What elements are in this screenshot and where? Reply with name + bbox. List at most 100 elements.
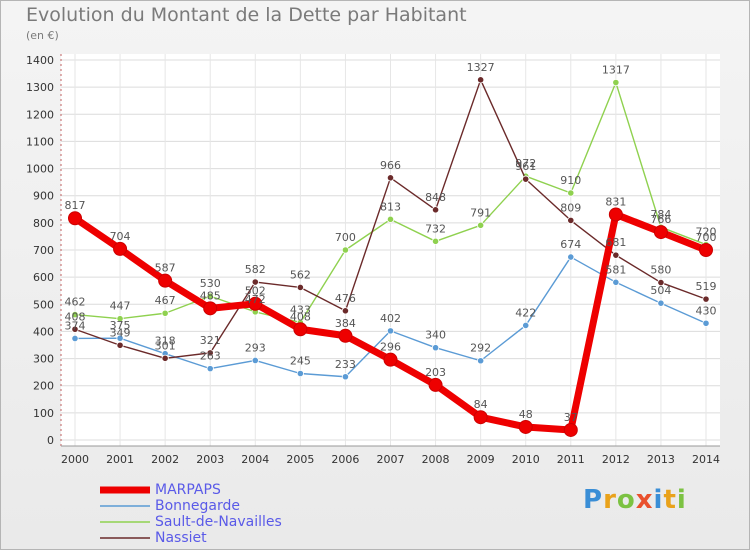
- y-tick-label: 800: [33, 217, 54, 230]
- data-label: 587: [155, 262, 176, 275]
- x-tick-label: 2000: [61, 453, 89, 466]
- data-point: [428, 377, 443, 392]
- data-label: 467: [155, 294, 176, 307]
- data-point: [161, 309, 169, 317]
- data-label: 433: [290, 303, 311, 316]
- y-tick-label: 1200: [26, 108, 54, 121]
- data-label: 462: [65, 296, 86, 309]
- data-point: [431, 206, 440, 214]
- data-label: 817: [65, 199, 86, 212]
- data-label: 766: [650, 213, 671, 226]
- x-tick-label: 2010: [512, 453, 540, 466]
- x-tick-label: 2011: [557, 453, 585, 466]
- data-point: [477, 76, 485, 84]
- data-point: [71, 334, 79, 343]
- y-tick-label: 600: [33, 271, 54, 284]
- x-tick-label: 2007: [377, 453, 405, 466]
- legend-label: Bonnegarde: [155, 498, 240, 514]
- data-point: [608, 207, 623, 222]
- data-label: 580: [650, 264, 671, 277]
- x-tick-label: 2013: [647, 453, 675, 466]
- data-label: 831: [605, 195, 626, 208]
- data-label: 472: [245, 293, 266, 306]
- data-point: [161, 354, 169, 362]
- data-label: 700: [696, 231, 717, 244]
- data-point: [612, 278, 620, 286]
- data-point: [702, 295, 710, 303]
- data-point: [341, 307, 350, 315]
- proxiti-logo: Proxiti: [583, 485, 687, 515]
- legend-label: Nassiet: [155, 530, 207, 546]
- data-label: 681: [605, 236, 626, 249]
- y-tick-label: 200: [33, 380, 54, 393]
- data-label: 301: [155, 339, 176, 352]
- legend-label: MARPAPS: [155, 482, 221, 498]
- y-tick-label: 1000: [26, 163, 54, 176]
- data-label: 704: [110, 230, 131, 243]
- data-label: 293: [245, 341, 266, 354]
- data-point: [477, 221, 485, 229]
- data-label: 1317: [602, 64, 630, 77]
- y-tick-label: 1100: [26, 135, 54, 148]
- data-label: 519: [696, 280, 717, 293]
- x-tick-label: 2006: [331, 453, 359, 466]
- x-tick-label: 2001: [106, 453, 134, 466]
- x-tick-label: 2009: [467, 453, 495, 466]
- chart-title: Evolution du Montant de la Dette par Hab…: [26, 4, 467, 26]
- data-label: 562: [290, 268, 311, 281]
- data-label: 530: [200, 277, 221, 290]
- data-point: [116, 341, 124, 349]
- data-point: [522, 175, 530, 183]
- data-point: [386, 327, 395, 335]
- data-label: 48: [519, 408, 533, 421]
- data-point: [567, 189, 575, 197]
- data-label: 700: [335, 231, 356, 244]
- data-point: [653, 225, 668, 240]
- data-point: [563, 422, 578, 437]
- y-tick-label: 900: [33, 190, 54, 203]
- data-label: 582: [245, 263, 266, 276]
- data-point: [657, 299, 665, 307]
- x-tick-label: 2014: [692, 453, 720, 466]
- x-tick-label: 2002: [151, 453, 179, 466]
- data-label: 910: [560, 174, 581, 187]
- data-point: [477, 357, 485, 365]
- data-point: [518, 419, 533, 434]
- data-label: 961: [515, 160, 536, 173]
- data-point: [338, 328, 353, 343]
- y-tick-label: 500: [33, 298, 54, 311]
- data-label: 84: [474, 398, 488, 411]
- data-point: [251, 356, 259, 365]
- x-tick-label: 2003: [196, 453, 224, 466]
- data-label: 375: [110, 319, 131, 332]
- data-label: 245: [290, 355, 311, 368]
- data-point: [702, 319, 710, 327]
- x-tick-label: 2008: [422, 453, 450, 466]
- data-label: 402: [380, 312, 401, 325]
- y-tick-label: 100: [33, 407, 54, 420]
- data-label: 430: [696, 304, 717, 317]
- data-label: 485: [200, 289, 221, 302]
- data-label: 422: [515, 306, 536, 319]
- data-label: 476: [335, 292, 356, 305]
- data-point: [206, 292, 214, 300]
- data-point: [383, 352, 398, 367]
- x-tick-label: 2012: [602, 453, 630, 466]
- data-point: [116, 334, 124, 342]
- data-label: 1327: [467, 61, 495, 74]
- x-tick-label: 2004: [241, 453, 269, 466]
- data-point: [293, 322, 308, 337]
- data-point: [248, 296, 263, 311]
- data-point: [206, 365, 214, 373]
- y-tick-label: 0: [47, 434, 54, 447]
- data-label: 504: [650, 284, 671, 297]
- data-label: 848: [425, 191, 446, 204]
- data-label: 384: [335, 317, 356, 330]
- y-tick-label: 400: [33, 325, 54, 338]
- data-point: [431, 344, 440, 352]
- data-label: 203: [425, 366, 446, 379]
- data-point: [158, 273, 173, 288]
- data-point: [386, 174, 395, 182]
- data-label: 292: [470, 342, 491, 355]
- y-tick-label: 1400: [26, 54, 54, 67]
